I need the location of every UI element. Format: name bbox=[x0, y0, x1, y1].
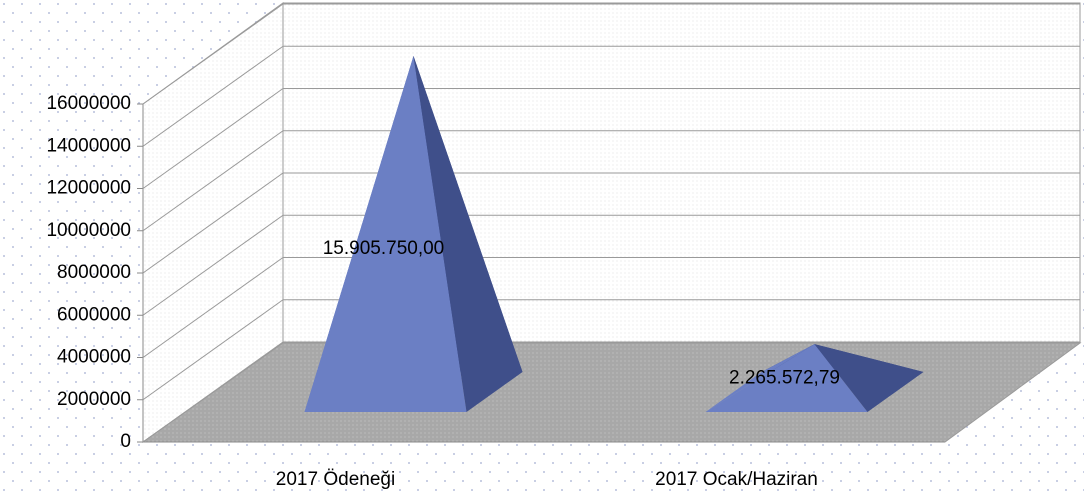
floor bbox=[141, 342, 1082, 443]
grid-line bbox=[142, 45, 284, 147]
y-tick-label: 2000000 bbox=[57, 389, 131, 410]
pyramid-side bbox=[413, 55, 523, 413]
y-tick-label: 12000000 bbox=[46, 178, 131, 199]
data-label: 2.265.572,79 bbox=[729, 367, 840, 388]
grid-line bbox=[142, 257, 284, 358]
y-tick-label: 14000000 bbox=[46, 135, 131, 156]
grid-line bbox=[142, 3, 284, 105]
y-tick-label: 4000000 bbox=[57, 347, 131, 368]
grid-line bbox=[142, 172, 284, 274]
data-label: 15.905.750,00 bbox=[323, 238, 445, 259]
pyramid-front bbox=[705, 344, 868, 412]
y-tick-label: 10000000 bbox=[46, 220, 131, 241]
grid-line bbox=[142, 299, 284, 401]
y-tick-label: 0 bbox=[120, 431, 131, 452]
y-tick-label: 6000000 bbox=[57, 304, 131, 325]
pyramid-front bbox=[304, 55, 467, 413]
grid-line bbox=[142, 130, 284, 232]
x-tick-label: 2017 Ödeneği bbox=[276, 469, 395, 490]
grid-line bbox=[142, 341, 284, 443]
y-tick-label: 8000000 bbox=[57, 262, 131, 283]
x-tick-label: 2017 Ocak/Haziran bbox=[655, 469, 818, 490]
grid-line bbox=[142, 88, 284, 189]
y-tick-label: 16000000 bbox=[46, 93, 131, 114]
grid-line bbox=[142, 214, 284, 316]
pyramid-side bbox=[814, 344, 924, 412]
